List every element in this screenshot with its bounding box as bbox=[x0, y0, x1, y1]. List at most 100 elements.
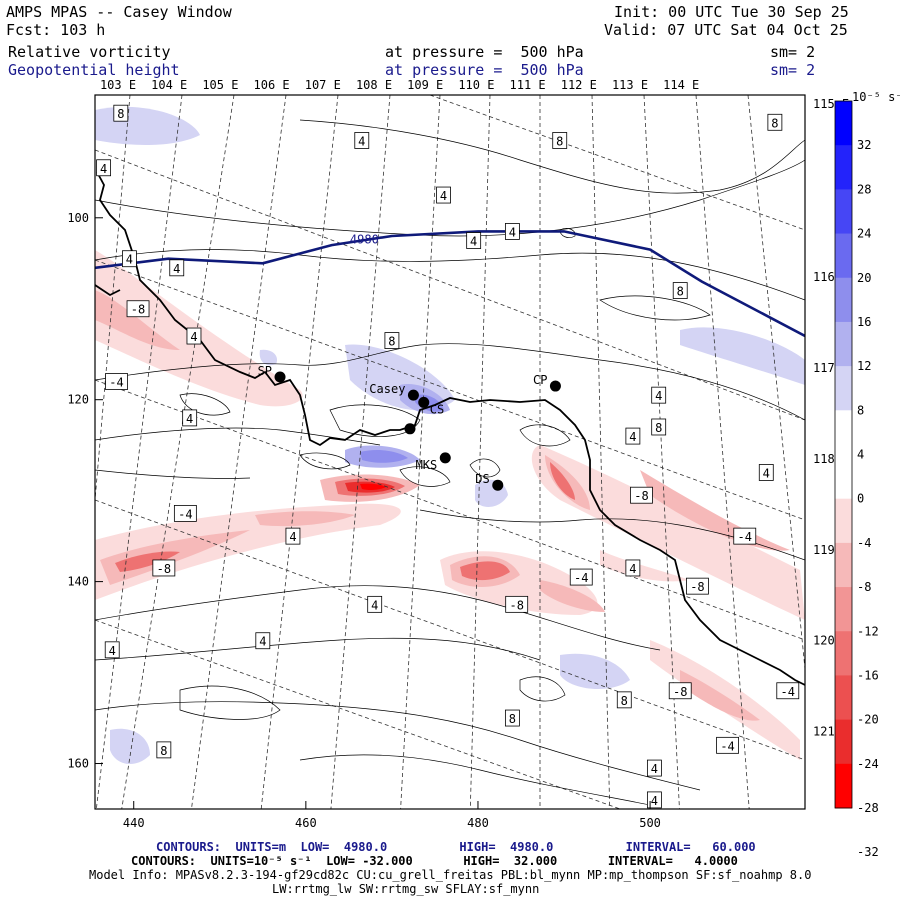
contour-label: 4 bbox=[646, 791, 662, 809]
colorbar-label: 32 bbox=[857, 138, 871, 152]
contour-label: 4 bbox=[436, 186, 451, 204]
contour-label: 8 bbox=[651, 418, 667, 436]
colorbar-label: -24 bbox=[857, 757, 879, 771]
station-marker bbox=[439, 452, 451, 464]
contour-label-text: -8 bbox=[131, 303, 145, 317]
footer-physics: LW:rrtmg_lw SW:rrtmg_sw SFLAY:sf_mynn bbox=[272, 882, 540, 896]
contour-label: 8 bbox=[552, 132, 568, 149]
station-marker bbox=[492, 479, 504, 491]
contour-label-text: 8 bbox=[556, 134, 563, 148]
colorbar-frame bbox=[834, 100, 853, 809]
contour-label-text: -8 bbox=[690, 580, 704, 594]
contour-label-text: 8 bbox=[677, 285, 684, 299]
field1-name: Relative vorticity bbox=[8, 43, 171, 61]
contour-label-text: 4 bbox=[440, 189, 447, 203]
contour-label: 4 bbox=[625, 427, 641, 445]
colorbar-label: 24 bbox=[857, 227, 871, 241]
contour-label-text: 4 bbox=[100, 162, 107, 176]
contour-label-text: 4 bbox=[763, 466, 770, 480]
colorbar-swatch bbox=[835, 454, 852, 500]
contour-label-text: 8 bbox=[117, 107, 124, 121]
colorbar-label: 12 bbox=[857, 359, 871, 373]
colorbar-swatch bbox=[835, 719, 852, 765]
colorbar: 32 28 24 20 16 12 8 4 0 -4 -8 -12 -16 -20 -24 -28 -32 bbox=[834, 100, 879, 859]
contour-label: 4 bbox=[504, 223, 520, 240]
contour-label: 8 bbox=[384, 332, 400, 349]
contour-label-text: 4 bbox=[259, 635, 266, 649]
y-tick-label: 160 bbox=[67, 757, 89, 771]
contour-label: -4 bbox=[776, 682, 800, 700]
contour-label-text: 8 bbox=[655, 421, 662, 435]
x-tick-label: 500 bbox=[639, 816, 661, 830]
contour-label-text: 4 bbox=[109, 644, 116, 658]
contour-label-text: -8 bbox=[509, 598, 523, 612]
colorbar-label: 0 bbox=[857, 492, 864, 506]
contour-label: 4 bbox=[182, 409, 198, 427]
contour-label: -4 bbox=[105, 373, 128, 390]
coastline bbox=[95, 171, 805, 686]
y-tick-label: 140 bbox=[67, 575, 89, 589]
contour-label: -8 bbox=[686, 577, 709, 595]
contour-label: -8 bbox=[668, 682, 692, 700]
contour-label: 4 bbox=[466, 232, 482, 249]
contour-label-text: 4 bbox=[651, 762, 658, 776]
valid-time: Valid: 07 UTC Sat 04 Oct 25 bbox=[604, 21, 848, 39]
contour-label-text: -8 bbox=[634, 489, 648, 503]
contour-label: 8 bbox=[113, 104, 129, 122]
contour-label: 4 bbox=[354, 132, 370, 149]
x-tick-label: 440 bbox=[123, 816, 145, 830]
field2-name: Geopotential height bbox=[8, 61, 180, 79]
colorbar-swatch bbox=[835, 145, 852, 190]
station-label: CP bbox=[533, 373, 547, 387]
colorbar-label: -12 bbox=[857, 624, 879, 638]
colorbar-label: -20 bbox=[857, 713, 879, 727]
contour-label-text: 4 bbox=[190, 330, 197, 344]
forecast-hour: Fcst: 103 h bbox=[6, 21, 106, 39]
footer-height-contours: CONTOURS: UNITS=m LOW= 4980.0 HIGH= 4980… bbox=[156, 840, 756, 854]
colorbar-label: -16 bbox=[857, 668, 879, 682]
contour-label-text: 8 bbox=[160, 744, 167, 758]
contour-label-text: 4 bbox=[371, 598, 378, 612]
contour-label: 4 bbox=[625, 559, 641, 577]
lon-label-top: 104 E bbox=[151, 78, 187, 92]
colorbar-label: -4 bbox=[857, 536, 871, 550]
colorbar-swatch bbox=[835, 410, 852, 455]
longitude-labels-top: 103 E 104 E 105 E 106 E 107 E 108 E 109 E 110 E… bbox=[100, 78, 699, 92]
contour-label: 8 bbox=[504, 709, 520, 727]
station-label: MKS bbox=[416, 458, 438, 472]
stations: SP Casey CS MKS DS CP bbox=[258, 364, 561, 491]
station-marker bbox=[274, 371, 286, 383]
lon-label-top: 114 E bbox=[663, 78, 699, 92]
contour-label: -8 bbox=[630, 486, 653, 504]
lon-label-top: 110 E bbox=[458, 78, 494, 92]
contour-label: 4 bbox=[96, 159, 112, 177]
contour-label-text: 4 bbox=[629, 562, 636, 576]
contour-label: -4 bbox=[173, 504, 197, 522]
colorbar-unit: 10⁻⁵ s⁻¹ bbox=[852, 90, 900, 104]
vorticity-contours bbox=[95, 119, 805, 806]
contour-label-text: 8 bbox=[771, 116, 778, 130]
contour-label-text: -8 bbox=[157, 562, 171, 576]
contour-label-text: 4 bbox=[289, 530, 296, 544]
x-tick-label: 480 bbox=[467, 816, 489, 830]
field2-level: at pressure = 500 hPa bbox=[385, 61, 584, 79]
contour-label: 8 bbox=[767, 113, 783, 131]
y-tick-label: 100 bbox=[67, 211, 89, 225]
contour-label: -8 bbox=[126, 300, 150, 318]
lon-label-top: 103 E bbox=[100, 78, 136, 92]
contour-label-text: -4 bbox=[738, 530, 752, 544]
colorbar-label: -32 bbox=[857, 845, 879, 859]
footer-model-info: Model Info: MPASv8.2.3-194-gf29cd82c CU:… bbox=[89, 868, 812, 882]
contour-label: -4 bbox=[716, 736, 739, 754]
contour-label: 8 bbox=[616, 691, 632, 709]
contour-label: 4 bbox=[646, 759, 662, 777]
contour-label-text: 4 bbox=[651, 794, 658, 808]
contour-label: -8 bbox=[152, 559, 176, 577]
colorbar-swatch bbox=[835, 233, 852, 279]
y-axis: 100 120 140 160 bbox=[67, 211, 103, 771]
contour-label-text: 4 bbox=[655, 389, 662, 403]
contour-label-text: 8 bbox=[621, 694, 628, 708]
contour-labels: 8 4 8 8 4 4 4 4 4 4 -8 8 4 8 -4 4 4 4 8 4 -8 -4 4 -4 -8 4 -4 -8 4 -8 4… bbox=[96, 104, 800, 809]
contour-label-text: 4 bbox=[509, 225, 516, 239]
colorbar-swatch bbox=[835, 366, 852, 411]
